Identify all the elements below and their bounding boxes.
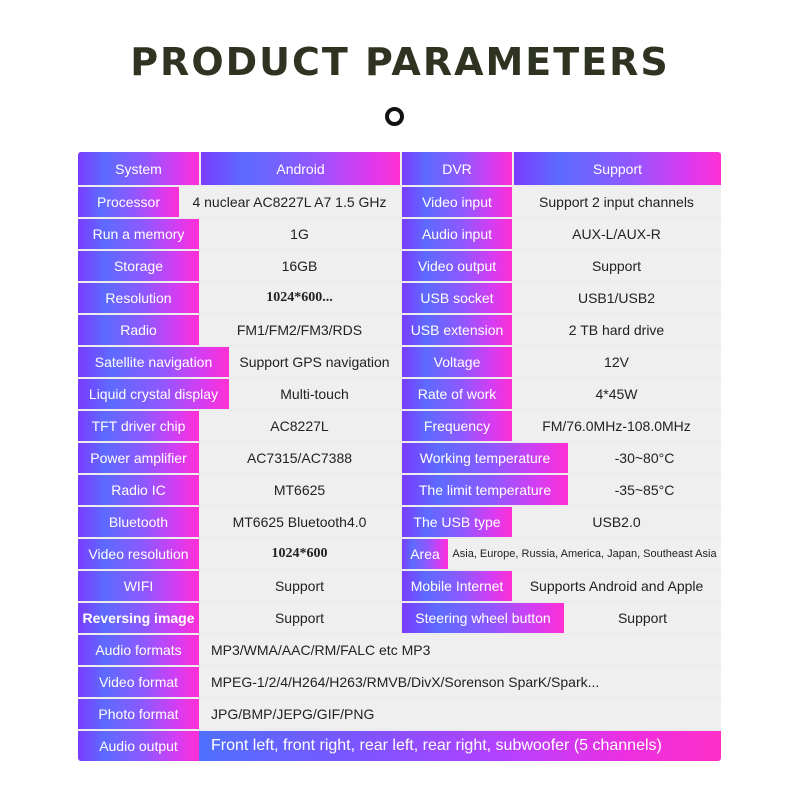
param-value: USB2.0: [512, 507, 721, 537]
param-label: Run a memory: [78, 219, 199, 249]
param-label: Resolution: [78, 283, 199, 313]
param-value: MPEG-1/2/4/H264/H263/RMVB/DivX/Sorenson …: [199, 667, 721, 697]
param-label: Steering wheel button: [402, 603, 564, 633]
param-value: 4 nuclear AC8227L A7 1.5 GHz: [179, 187, 400, 217]
param-label: Radio: [78, 315, 199, 345]
param-label: The USB type: [402, 507, 512, 537]
param-label: Audio input: [402, 219, 512, 249]
table-row: Audio output Front left, front right, re…: [78, 731, 721, 761]
param-label: Mobile Internet: [402, 571, 512, 601]
param-label: Photo format: [78, 699, 199, 729]
param-value: FM/76.0MHz-108.0MHz: [512, 411, 721, 441]
param-value: 1G: [199, 219, 400, 249]
table-row: Run a memory 1G Audio input AUX-L/AUX-R: [78, 219, 721, 249]
param-value: Support: [199, 603, 400, 633]
param-label: Audio output: [78, 731, 199, 761]
param-label: Video output: [402, 251, 512, 281]
param-label: WIFI: [78, 571, 199, 601]
param-label: Storage: [78, 251, 199, 281]
param-value: 1024*600...: [199, 283, 400, 313]
param-value: 1024*600: [199, 539, 400, 569]
page-title: PRODUCT PARAMETERS: [130, 40, 670, 84]
param-value: Support: [512, 251, 721, 281]
param-value: Android: [201, 152, 400, 185]
param-value: -30~80°C: [568, 443, 721, 473]
param-value: Front left, front right, rear left, rear…: [199, 731, 721, 761]
param-value: AUX-L/AUX-R: [512, 219, 721, 249]
param-value: AC7315/AC7388: [199, 443, 400, 473]
table-row: Satellite navigation Support GPS navigat…: [78, 347, 721, 377]
table-row: WIFI Support Mobile Internet Supports An…: [78, 571, 721, 601]
param-label: Liquid crystal display: [78, 379, 229, 409]
table-row: Video resolution 1024*600 Area Asia, Eur…: [78, 539, 721, 569]
param-value: Support: [199, 571, 400, 601]
param-label: USB socket: [402, 283, 512, 313]
param-value: 16GB: [199, 251, 400, 281]
param-value: JPG/BMP/JEPG/GIF/PNG: [199, 699, 721, 729]
table-row: Storage 16GB Video output Support: [78, 251, 721, 281]
param-value: AC8227L: [199, 411, 400, 441]
param-label: Power amplifier: [78, 443, 199, 473]
table-row: Photo format JPG/BMP/JEPG/GIF/PNG: [78, 699, 721, 729]
param-label: Working temperature: [402, 443, 568, 473]
param-value: 4*45W: [512, 379, 721, 409]
param-value: 12V: [512, 347, 721, 377]
param-value: Support: [564, 603, 721, 633]
table-row: Power amplifier AC7315/AC7388 Working te…: [78, 443, 721, 473]
param-value: Supports Android and Apple: [512, 571, 721, 601]
table-row: Radio FM1/FM2/FM3/RDS USB extension 2 TB…: [78, 315, 721, 345]
param-label: Frequency: [402, 411, 512, 441]
param-value: Support GPS navigation: [229, 347, 400, 377]
param-label: Satellite navigation: [78, 347, 229, 377]
param-value: USB1/USB2: [512, 283, 721, 313]
param-label: The limit temperature: [402, 475, 568, 505]
param-label: USB extension: [402, 315, 512, 345]
param-label: Bluetooth: [78, 507, 199, 537]
table-row: Processor 4 nuclear AC8227L A7 1.5 GHz V…: [78, 187, 721, 217]
param-label: TFT driver chip: [78, 411, 199, 441]
param-label: Radio IC: [78, 475, 199, 505]
param-value: Support: [514, 152, 721, 185]
param-label: Video format: [78, 667, 199, 697]
table-row: Radio IC MT6625 The limit temperature -3…: [78, 475, 721, 505]
param-value: FM1/FM2/FM3/RDS: [199, 315, 400, 345]
param-label: Area: [402, 539, 448, 569]
param-value: Support 2 input channels: [512, 187, 721, 217]
circle-icon: [385, 107, 404, 126]
parameters-table: System Android DVR Support Processor 4 n…: [78, 152, 721, 761]
param-value: MT6625 Bluetooth4.0: [199, 507, 400, 537]
table-row: Resolution 1024*600... USB socket USB1/U…: [78, 283, 721, 313]
param-label: Audio formats: [78, 635, 199, 665]
table-row: Reversing image Support Steering wheel b…: [78, 603, 721, 633]
param-label: Video input: [402, 187, 512, 217]
param-value: 2 TB hard drive: [512, 315, 721, 345]
table-row: Liquid crystal display Multi-touch Rate …: [78, 379, 721, 409]
table-row: Video format MPEG-1/2/4/H264/H263/RMVB/D…: [78, 667, 721, 697]
param-label: Rate of work: [402, 379, 512, 409]
table-row: System Android DVR Support: [78, 152, 721, 185]
param-value: MT6625: [199, 475, 400, 505]
table-row: Audio formats MP3/WMA/AAC/RM/FALC etc MP…: [78, 635, 721, 665]
table-row: Bluetooth MT6625 Bluetooth4.0 The USB ty…: [78, 507, 721, 537]
table-row: TFT driver chip AC8227L Frequency FM/76.…: [78, 411, 721, 441]
param-label: DVR: [402, 152, 512, 185]
param-label: System: [78, 152, 199, 185]
param-value: Asia, Europe, Russia, America, Japan, So…: [448, 539, 721, 569]
param-label: Reversing image: [78, 603, 199, 633]
param-value: Multi-touch: [229, 379, 400, 409]
param-value: -35~85°C: [568, 475, 721, 505]
param-label: Voltage: [402, 347, 512, 377]
param-value: MP3/WMA/AAC/RM/FALC etc MP3: [199, 635, 721, 665]
param-label: Processor: [78, 187, 179, 217]
param-label: Video resolution: [78, 539, 199, 569]
